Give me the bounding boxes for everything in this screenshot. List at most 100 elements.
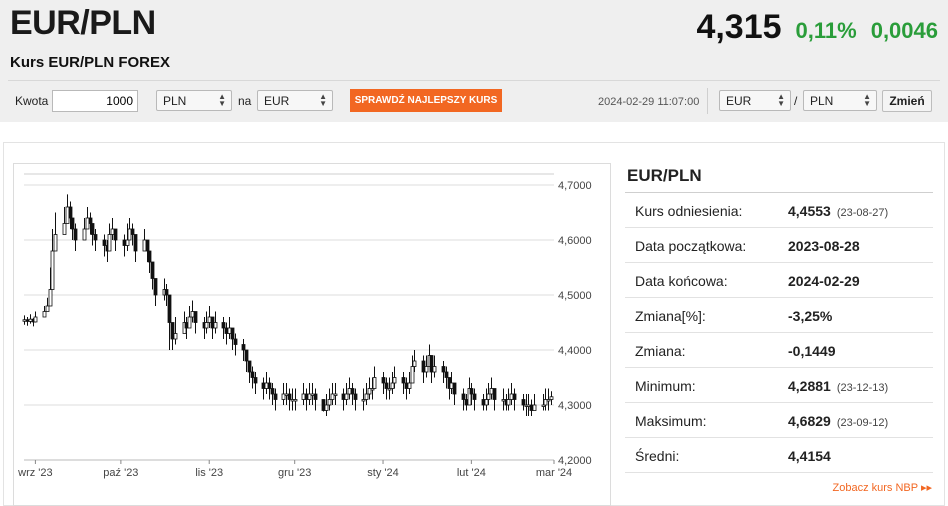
stat-row: Data końcowa: 2024-02-29 (625, 263, 933, 298)
candle-body (130, 228, 135, 235)
candle-body (22, 319, 27, 322)
candle-body (267, 382, 272, 389)
candle-body (62, 223, 67, 235)
candle-body (45, 305, 50, 312)
stat-value-group: 2023-08-28 (788, 238, 860, 254)
candle-body (350, 388, 355, 395)
stat-date: (23-08-27) (836, 207, 889, 219)
candle-body (330, 393, 335, 400)
candle-body (526, 404, 531, 407)
change-percent: 0,11% (795, 18, 857, 43)
candle-body (307, 393, 312, 400)
stat-date: (23-12-13) (836, 382, 889, 394)
x-tick-label: wrz '23 (17, 467, 53, 479)
chart-container: 4,2000 4,3000 4,4000 4,5000 4,6000 4,7000 wrz … (13, 163, 611, 506)
candle-body (53, 234, 58, 252)
candle-body (404, 382, 409, 389)
quote-timestamp: 2024-02-29 11:07:00 (598, 96, 700, 108)
stats-panel: EUR/PLN Kurs odniesienia: 4,4553 (23-08-27… (625, 158, 933, 473)
nbp-rate-link[interactable]: Zobacz kurs NBP ▸▸ (833, 481, 933, 494)
x-tick-label: lis '23 (195, 467, 223, 479)
converter-toolbar: Kwota PLN ▲▼ na EUR ▲▼ SPRAWDŹ NAJLEPSZY… (0, 88, 948, 114)
stat-row: Data początkowa: 2023-08-28 (625, 228, 933, 263)
amount-input[interactable] (52, 90, 138, 112)
candle-body (70, 217, 75, 230)
candle-body (387, 388, 392, 391)
candle-body (449, 382, 454, 389)
stats-title: EUR/PLN (625, 158, 933, 193)
candle-body (270, 388, 275, 395)
to-currency-select[interactable]: EUR ▲ ▼ (257, 90, 333, 111)
candle-body (424, 366, 429, 373)
candle-body (127, 228, 132, 241)
candle-body (147, 250, 152, 263)
stat-value-group: -3,25% (788, 308, 832, 324)
to-label: na (238, 94, 252, 108)
candle-body (546, 399, 551, 402)
stat-row: Minimum: 4,2881 (23-12-13) (625, 368, 933, 403)
stat-date: (23-09-12) (836, 417, 889, 429)
candle-body (204, 322, 209, 329)
current-rate: 4,315 (696, 8, 782, 46)
stat-row: Maksimum: 4,6829 (23-09-12) (625, 403, 933, 438)
stat-label: Zmiana: (635, 343, 686, 359)
candlestick-chart[interactable]: 4,2000 4,3000 4,4000 4,5000 4,6000 4,7000 wrz … (14, 164, 612, 506)
candle-body (344, 393, 349, 400)
candle-body (190, 311, 195, 318)
candle-body (48, 289, 53, 307)
candle-body (461, 393, 466, 400)
pair-base-select[interactable]: EUR ▲ ▼ (719, 90, 791, 111)
candle-body (273, 393, 278, 400)
best-rate-button[interactable]: SPRAWDŹ NAJLEPSZY KURS (350, 89, 502, 112)
candle-body (224, 327, 229, 334)
candle-body (347, 388, 352, 395)
candle-body (304, 393, 309, 400)
candle-body (390, 382, 395, 389)
stat-label: Zmiana[%]: (635, 308, 706, 324)
candle-body (290, 399, 295, 402)
x-tick-label: mar '24 (536, 467, 572, 479)
change-pair-button[interactable]: Zmień (882, 90, 932, 112)
candle-body (401, 377, 406, 384)
candle-body (164, 289, 169, 296)
candle-body (207, 316, 212, 323)
candle-body (486, 393, 491, 400)
candle-body (549, 396, 554, 400)
candle-body (213, 322, 218, 329)
candle-body (125, 239, 130, 246)
candle-body (441, 366, 446, 373)
candle-body (187, 316, 192, 329)
candle-body (33, 316, 38, 323)
candle-body (321, 399, 326, 411)
y-tick-label: 4,3000 (558, 400, 592, 412)
x-tick-label: sty '24 (367, 467, 398, 479)
candle-body (230, 327, 235, 340)
candle-body (412, 360, 417, 367)
nbp-link-label: Zobacz kurs NBP (832, 482, 918, 494)
candle-body (489, 388, 494, 395)
candle-body (193, 311, 198, 323)
candle-body (429, 355, 434, 373)
y-tick-label: 4,4000 (558, 345, 592, 357)
candle-body (73, 228, 78, 241)
stat-row: Kurs odniesienia: 4,4553 (23-08-27) (625, 193, 933, 228)
candle-body (110, 228, 115, 235)
y-tick-label: 4,6000 (558, 235, 592, 247)
candle-body (122, 239, 127, 246)
from-currency-select[interactable]: PLN ▲ ▼ (156, 90, 232, 111)
candle-body (492, 388, 497, 400)
pair-title: EUR/PLN (10, 4, 156, 42)
candle-body (113, 228, 118, 241)
candle-body (253, 377, 258, 384)
select-arrows-icon: ▲ ▼ (777, 92, 785, 108)
candle-body (133, 234, 138, 252)
pair-quote-select[interactable]: PLN ▲ ▼ (803, 90, 877, 111)
candle-body (293, 399, 298, 402)
candle-body (529, 404, 534, 411)
candle-body (364, 393, 369, 400)
candle-body (264, 382, 269, 389)
candle-body (432, 366, 437, 373)
candle-body (42, 311, 47, 318)
header-bar: EUR/PLN Kurs EUR/PLN FOREX 4,315 0,11% 0… (0, 0, 948, 122)
candle-body (512, 393, 517, 400)
